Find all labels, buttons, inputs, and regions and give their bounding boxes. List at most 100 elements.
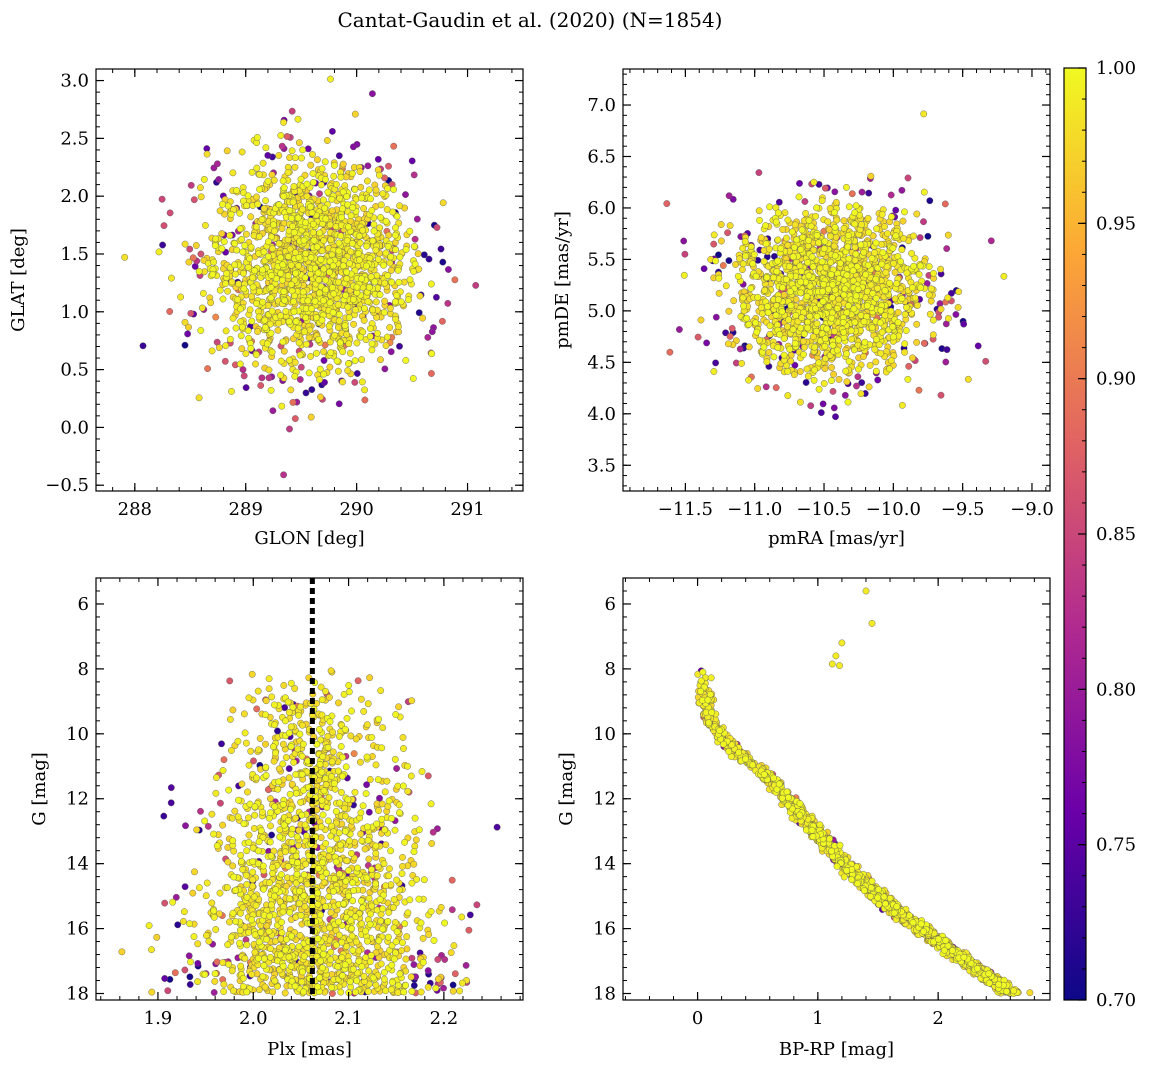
data-point xyxy=(407,973,415,981)
data-point xyxy=(399,734,407,741)
data-point xyxy=(829,387,837,395)
data-point xyxy=(395,703,402,711)
data-point xyxy=(381,279,389,287)
data-point xyxy=(303,192,311,200)
data-point xyxy=(161,899,169,907)
data-point xyxy=(869,290,877,297)
data-point xyxy=(255,233,263,241)
data-point xyxy=(739,266,746,273)
data-point xyxy=(264,253,272,261)
data-point xyxy=(804,318,811,326)
data-point xyxy=(861,338,869,346)
data-point xyxy=(277,312,284,320)
data-point xyxy=(153,933,161,941)
data-point xyxy=(209,271,217,278)
data-point xyxy=(816,264,824,272)
figure-title: Cantat-Gaudin et al. (2020) (N=1854) xyxy=(338,8,723,32)
data-point xyxy=(345,360,352,367)
data-point xyxy=(857,311,865,319)
data-point xyxy=(376,291,384,299)
data-point xyxy=(937,391,945,399)
data-point xyxy=(805,272,813,280)
data-point xyxy=(326,363,334,371)
data-point xyxy=(386,324,394,331)
data-point xyxy=(261,983,269,991)
data-point xyxy=(261,316,269,324)
data-point xyxy=(245,831,253,839)
data-point xyxy=(920,188,928,196)
x-tick-label: 291 xyxy=(450,499,484,520)
data-point xyxy=(730,297,738,305)
data-point xyxy=(316,376,323,384)
data-point xyxy=(408,954,416,962)
data-point xyxy=(901,340,909,348)
data-point xyxy=(347,248,355,256)
data-point xyxy=(894,319,902,326)
data-point xyxy=(204,365,212,372)
data-point xyxy=(757,234,765,242)
data-point xyxy=(952,311,960,318)
data-point xyxy=(345,340,353,348)
data-point xyxy=(865,189,873,197)
data-point xyxy=(437,245,445,253)
data-point xyxy=(772,218,780,226)
data-point xyxy=(185,258,193,266)
data-point xyxy=(291,415,299,422)
data-point xyxy=(299,205,306,213)
y-tick-label: 1.0 xyxy=(60,302,89,323)
data-point xyxy=(367,273,375,281)
data-point xyxy=(233,187,240,194)
data-point xyxy=(408,697,416,705)
data-point xyxy=(878,260,886,268)
data-point xyxy=(736,255,743,263)
data-point xyxy=(865,228,873,236)
data-point xyxy=(756,336,763,344)
data-point xyxy=(335,317,343,325)
data-point xyxy=(857,390,865,398)
data-point xyxy=(878,210,886,218)
y-tick-label: 6.0 xyxy=(587,198,616,219)
data-point xyxy=(785,263,793,270)
data-point xyxy=(763,273,771,281)
data-point xyxy=(254,200,262,208)
data-point xyxy=(425,931,433,938)
data-point xyxy=(399,863,406,870)
data-point xyxy=(444,266,452,273)
data-point xyxy=(872,358,880,366)
data-point xyxy=(257,382,265,389)
data-point xyxy=(942,358,950,366)
data-point xyxy=(964,375,972,383)
data-point xyxy=(379,190,387,198)
data-point xyxy=(715,274,723,282)
data-point xyxy=(853,382,860,390)
scatter-points-glon-glat xyxy=(121,75,480,479)
data-point xyxy=(300,236,308,244)
data-point xyxy=(845,357,853,365)
data-point xyxy=(326,257,334,265)
data-point xyxy=(325,693,333,701)
data-point xyxy=(310,236,318,244)
data-point xyxy=(747,285,755,292)
data-point xyxy=(437,904,445,911)
data-point xyxy=(429,828,437,836)
data-point xyxy=(848,190,856,198)
data-point xyxy=(309,220,317,228)
data-point xyxy=(301,328,308,336)
data-point xyxy=(234,296,242,303)
data-point xyxy=(472,281,480,289)
data-point xyxy=(851,243,859,251)
data-point xyxy=(363,242,371,250)
data-point xyxy=(722,329,729,337)
data-point xyxy=(358,378,366,386)
data-point xyxy=(845,203,853,211)
data-point xyxy=(858,221,865,229)
data-point xyxy=(352,735,360,743)
data-point xyxy=(752,319,759,327)
data-point xyxy=(244,327,252,334)
data-point xyxy=(329,748,337,756)
data-point xyxy=(357,830,365,838)
data-point xyxy=(817,409,825,416)
data-point xyxy=(823,325,831,333)
data-point xyxy=(193,826,201,834)
data-point xyxy=(238,780,246,788)
